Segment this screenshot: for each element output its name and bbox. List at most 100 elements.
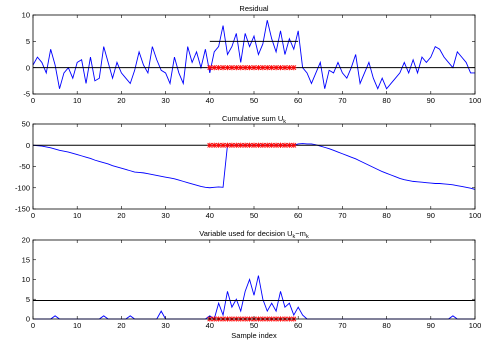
decision-variable-panel: Variable used for decision Uk−mk 0 10 20 30… — [22, 229, 482, 340]
cumulative-sum-alarm-marker — [242, 142, 248, 148]
cumulative-sum-plot-area — [32, 142, 476, 190]
cumulative-sum-x-tick-label: 80 — [382, 211, 390, 220]
decision-variable-title-main: Variable used for decision U — [199, 229, 292, 238]
decision-variable-plot-area — [33, 275, 475, 322]
x-axis-label: Sample index — [231, 331, 277, 340]
decision-variable-title-subscript-2: k — [306, 234, 309, 240]
residual-x-tick-label: 90 — [427, 96, 435, 105]
cumulative-sum-alarm-marker — [251, 142, 257, 148]
cumulative-sum-axes-frame — [32, 123, 476, 210]
cumulative-sum-alarm-marker — [233, 142, 239, 148]
cumulative-sum-y-tick-label: -150 — [15, 205, 30, 214]
decision-variable-title-middle: −m — [295, 229, 306, 238]
cumulative-sum-alarm-marker — [291, 142, 297, 148]
cumulative-sum-y-tick-label: -50 — [19, 162, 30, 171]
cumulative-sum-signal-line — [32, 143, 476, 190]
residual-x-tick-label: 0 — [31, 96, 35, 105]
cumulative-sum-alarm-marker — [238, 142, 244, 148]
residual-y-tick-label: -5 — [23, 90, 30, 99]
residual-signal-line — [32, 20, 475, 90]
residual-axes-frame — [32, 14, 476, 95]
cumulative-sum-alarm-marker — [211, 142, 217, 148]
residual-alarm-marker — [242, 65, 248, 71]
residual-x-tick-label: 80 — [382, 96, 390, 105]
cumulative-sum-x-tick-label: 100 — [469, 211, 482, 220]
cumulative-sum-title: Cumulative sum Uk — [222, 114, 286, 125]
decision-variable-y-tick-label: 5 — [26, 295, 30, 304]
residual-alarm-marker — [238, 65, 244, 71]
decision-variable-x-tick-label: 90 — [427, 321, 435, 330]
residual-alarm-marker — [282, 65, 288, 71]
decision-variable-y-tick-label: 10 — [22, 275, 30, 284]
decision-variable-ticks: 0 10 20 30 40 50 60 70 80 90 100 0 5 10 15 20 — [22, 236, 482, 330]
cumulative-sum-ticks: 0 10 20 30 40 50 60 70 80 90 100 -150 -100 -50 0 50 — [15, 120, 481, 220]
cumulative-sum-x-tick-label: 20 — [117, 211, 125, 220]
cumulative-sum-alarm-marker — [220, 142, 226, 148]
residual-alarm-marker — [229, 65, 235, 71]
residual-x-tick-label: 40 — [206, 96, 214, 105]
decision-variable-title: Variable used for decision Uk−mk — [199, 229, 309, 240]
cumulative-sum-x-tick-label: 40 — [206, 211, 214, 220]
cumulative-sum-y-tick-label: 0 — [26, 141, 30, 150]
cumulative-sum-y-tick-label: -100 — [15, 183, 30, 192]
cumulative-sum-x-tick-label: 60 — [294, 211, 302, 220]
decision-variable-x-tick-label: 50 — [250, 321, 258, 330]
cumulative-sum-alarm-marker — [224, 142, 231, 148]
residual-alarm-marker — [207, 65, 213, 71]
decision-variable-y-tick-label: 20 — [22, 236, 30, 245]
cumulative-sum-x-tick-label: 30 — [161, 211, 169, 220]
residual-title: Residual — [239, 4, 269, 13]
cumulative-sum-alarm-marker — [264, 142, 270, 148]
decision-variable-y-tick-label: 15 — [22, 255, 30, 264]
cumulative-sum-alarm-marker — [282, 142, 288, 148]
cumulative-sum-title-main: Cumulative sum U — [222, 114, 283, 123]
decision-variable-y-tick-label: 0 — [26, 315, 30, 324]
cumulative-sum-alarm-marker — [255, 142, 262, 148]
residual-alarm-marker — [211, 65, 217, 71]
decision-variable-x-tick-label: 100 — [469, 321, 482, 330]
decision-variable-axes-frame — [32, 239, 476, 320]
residual-alarm-marker — [269, 65, 275, 71]
cumulative-sum-alarm-marker — [260, 142, 266, 148]
residual-alarm-marker — [291, 65, 297, 71]
residual-alarm-marker — [255, 65, 262, 71]
cumulative-sum-x-tick-label: 10 — [73, 211, 81, 220]
residual-y-tick-label: 0 — [26, 63, 30, 72]
residual-x-tick-label: 20 — [117, 96, 125, 105]
residual-y-tick-label: 5 — [26, 37, 30, 46]
cumulative-sum-alarm-marker — [269, 142, 275, 148]
decision-variable-x-tick-label: 60 — [294, 321, 302, 330]
residual-alarm-marker — [264, 65, 270, 71]
cumulative-sum-alarm-marker — [207, 142, 213, 148]
decision-variable-x-tick-label: 80 — [382, 321, 390, 330]
residual-alarm-marker — [286, 65, 292, 71]
residual-x-tick-label: 50 — [250, 96, 258, 105]
residual-y-tick-label: 10 — [22, 11, 30, 20]
residual-alarm-marker — [260, 65, 266, 71]
cumulative-sum-x-tick-label: 70 — [338, 211, 346, 220]
decision-variable-x-tick-label: 30 — [161, 321, 169, 330]
cumulative-sum-y-tick-label: 50 — [22, 120, 30, 129]
cumulative-sum-alarm-marker — [277, 142, 284, 148]
residual-x-tick-label: 100 — [469, 96, 482, 105]
decision-variable-title-subscript-1: k — [293, 234, 296, 240]
decision-variable-x-tick-label: 0 — [31, 321, 35, 330]
residual-alarm-marker — [246, 65, 253, 71]
cumulative-sum-alarm-markers — [207, 142, 297, 148]
residual-alarm-marker — [224, 65, 231, 71]
residual-alarm-marker — [220, 65, 226, 71]
decision-variable-x-tick-label: 40 — [206, 321, 214, 330]
decision-variable-x-tick-label: 10 — [73, 321, 81, 330]
residual-x-tick-label: 70 — [338, 96, 346, 105]
residual-plot-area — [32, 20, 475, 90]
residual-x-tick-label: 10 — [73, 96, 81, 105]
cumulative-sum-x-tick-label: 0 — [31, 211, 35, 220]
cumulative-sum-alarm-marker — [246, 142, 253, 148]
decision-variable-signal-line — [33, 275, 475, 320]
cumulative-sum-alarm-marker — [273, 142, 279, 148]
residual-x-tick-label: 60 — [294, 96, 302, 105]
residual-alarm-marker — [277, 65, 284, 71]
